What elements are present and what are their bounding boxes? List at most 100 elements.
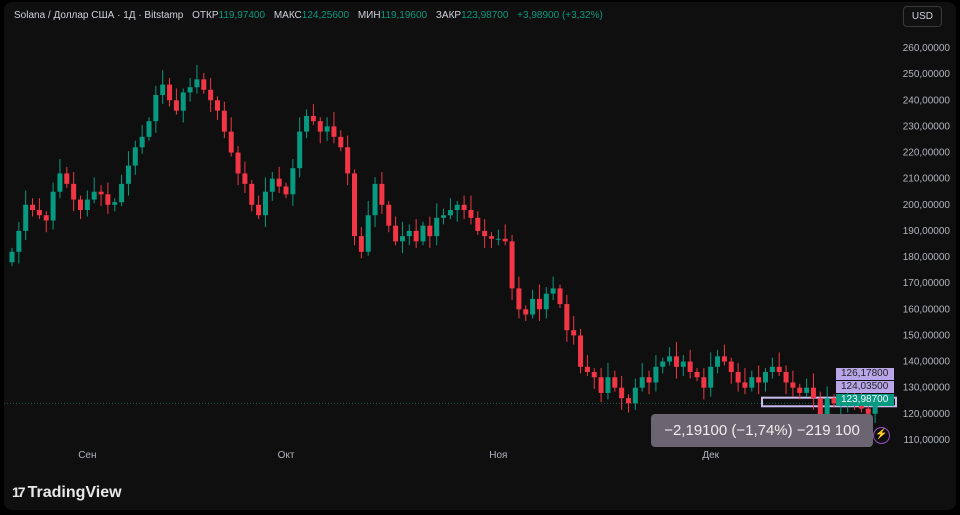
y-tick-label: 220,00000 — [903, 148, 951, 159]
candlestick-chart[interactable]: 260,00000 250,00000 240,00000 230,00000 220,… — [4, 2, 956, 510]
x-tick-label: Дек — [702, 450, 719, 461]
candle-body — [763, 372, 768, 383]
tv-logo-icon: 17 — [12, 484, 26, 500]
candle-body — [194, 79, 200, 88]
y-tick-label: 200,00000 — [903, 200, 951, 211]
candle-body — [91, 191, 97, 200]
high-label: МАКС — [273, 10, 302, 21]
last-price-badge: 123,98700 — [836, 394, 894, 406]
y-tick-label: 230,00000 — [903, 121, 951, 132]
candle-body — [146, 121, 152, 137]
candle-body — [84, 199, 90, 211]
candle-body — [612, 377, 618, 388]
candle-body — [797, 387, 803, 393]
candle-body — [208, 89, 214, 101]
candle-body — [865, 408, 871, 414]
candle-body — [550, 288, 556, 294]
candle-body — [71, 183, 77, 200]
open-label: ОТКР — [192, 10, 219, 21]
candle-body — [749, 377, 755, 388]
y-tick-label: 210,00000 — [903, 174, 951, 185]
candle-body — [406, 230, 412, 237]
candle-body — [64, 173, 70, 184]
candle-body — [708, 366, 714, 388]
candle-body — [283, 186, 289, 195]
y-tick-label: 140,00000 — [903, 357, 951, 368]
candle-body — [427, 225, 433, 237]
candle-body — [516, 288, 522, 310]
candle-body — [201, 79, 207, 90]
candle-body — [790, 382, 796, 388]
y-tick-label: 190,00000 — [903, 226, 951, 237]
candle-body — [694, 372, 700, 378]
candle-body — [78, 199, 83, 211]
candle-body — [468, 210, 474, 218]
y-tick-label: 250,00000 — [903, 69, 951, 80]
candle-body — [420, 225, 426, 242]
price-badge-upper: 126,17800 — [836, 368, 894, 380]
candle-body — [262, 191, 268, 216]
candle-body — [105, 194, 111, 205]
candle-body — [536, 298, 542, 310]
candle-body — [721, 356, 727, 362]
candle-body — [646, 377, 652, 383]
candle-body — [434, 217, 440, 237]
open-value: 119,97400 — [218, 10, 266, 21]
candle-body — [598, 377, 604, 393]
candle-body — [769, 366, 775, 373]
candle-body — [304, 115, 310, 132]
candle-body — [317, 121, 323, 132]
candle-body — [119, 183, 125, 203]
candle-body — [810, 387, 816, 399]
candle-body — [413, 230, 419, 242]
candle-body — [667, 356, 673, 362]
candle-body — [673, 356, 679, 367]
candle-body — [215, 100, 220, 111]
price-badge-lower: 124,03500 — [836, 381, 894, 393]
candle-body — [16, 230, 22, 252]
candle-body — [728, 361, 734, 373]
candle-body — [324, 126, 330, 132]
candle-body — [605, 377, 611, 393]
candle-body — [530, 298, 536, 315]
candle-body — [365, 215, 371, 252]
y-tick-label: 130,00000 — [903, 383, 951, 394]
candle-body — [358, 236, 364, 252]
candle-body — [489, 236, 494, 239]
candle-body — [626, 398, 631, 404]
candle-body — [619, 387, 625, 399]
candle-body — [372, 183, 378, 216]
tradingview-logo[interactable]: 17 TradingView — [12, 484, 122, 502]
y-tick-label: 110,00000 — [903, 435, 950, 446]
candle-body — [817, 398, 823, 420]
candle-body — [125, 165, 131, 184]
candle-body — [399, 236, 405, 242]
candle-body — [441, 215, 447, 218]
candle-body — [269, 178, 275, 192]
candle-body — [112, 202, 118, 205]
y-tick-label: 160,00000 — [903, 304, 951, 315]
candle-body — [509, 241, 515, 289]
candle-body — [180, 92, 186, 111]
candle-body — [715, 356, 721, 367]
symbol-legend: Solana / Доллар США · 1Д · Bitstamp ОТКР… — [14, 10, 603, 21]
candle-body — [57, 173, 63, 192]
candle-body — [831, 398, 837, 404]
candle-body — [482, 230, 488, 237]
candle-body — [310, 115, 316, 122]
candle-body — [43, 215, 49, 221]
candle-body — [30, 204, 36, 211]
y-tick-label: 260,00000 — [903, 43, 951, 54]
currency-button[interactable]: USD — [902, 6, 942, 27]
candle-body — [543, 293, 549, 310]
candle-body — [564, 304, 570, 331]
candle-body — [379, 183, 385, 205]
candle-body — [276, 178, 282, 187]
lightning-icon[interactable]: ⚡ — [873, 427, 890, 444]
candle-body — [345, 147, 351, 174]
candle-body — [495, 238, 501, 240]
candle-body — [352, 173, 357, 237]
symbol-title[interactable]: Solana / Доллар США · 1Д · Bitstamp — [14, 10, 184, 21]
candle-body — [660, 361, 666, 367]
candle-body — [756, 377, 762, 383]
